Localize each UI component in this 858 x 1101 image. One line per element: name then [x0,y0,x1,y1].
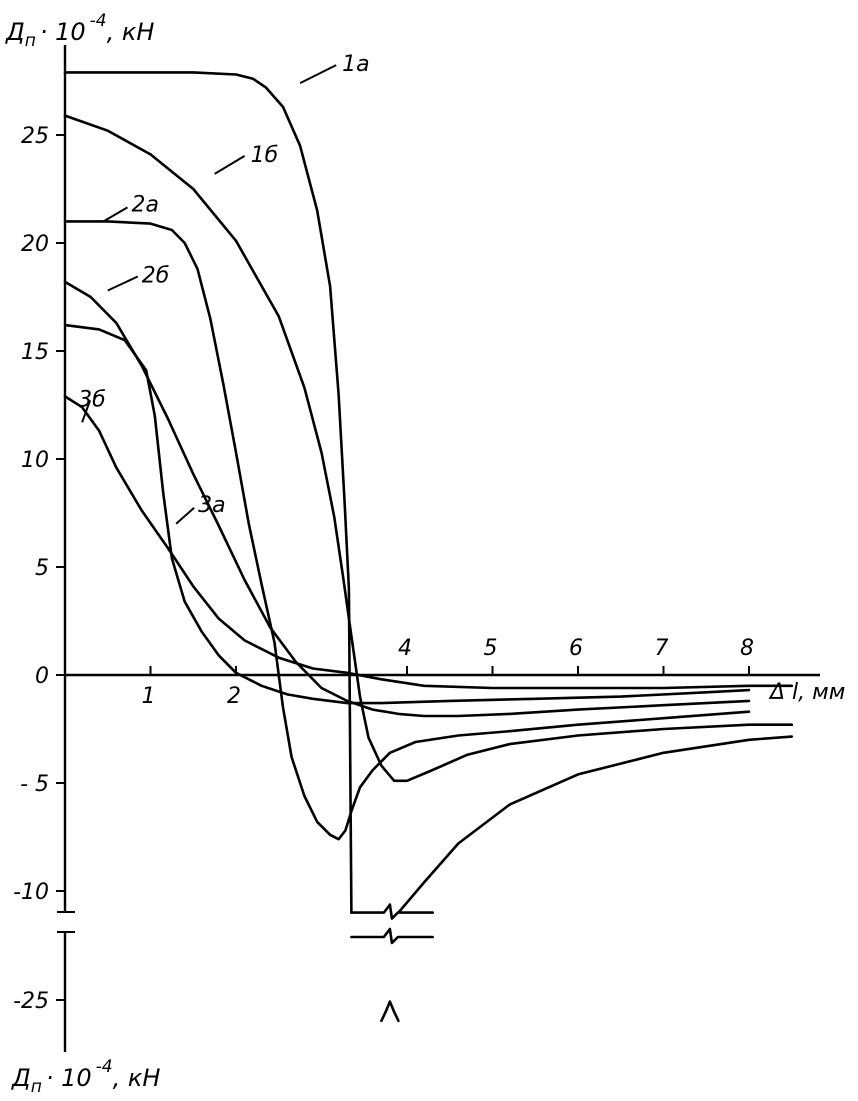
x-tick-label: 5 [484,636,498,661]
label-1а: 1а [342,52,369,77]
curve-1а-spike [380,1000,400,1023]
y-axis-label: Дп · 10 -4, кН [5,11,154,51]
curve-1а-tail [397,735,794,914]
y-tick-label: 25 [21,124,49,149]
curve-1б [63,114,794,783]
leader-2б [107,275,139,292]
y-tick-label: 15 [21,340,49,365]
curves [63,71,794,1023]
leader-3б [81,399,92,423]
x-axis-label: Δ l, мм [768,680,845,705]
label-2б: 2б [142,264,170,289]
y-tick-label: 0 [35,664,49,689]
curve-1а [63,71,353,914]
series-labels: 1а 1б 2а 2б 3а 3б [78,52,370,525]
x-tick-label: 2 [227,684,241,709]
x-tick-label: 1 [142,684,156,709]
leader-2а [102,206,128,223]
y-tick-label: 5 [35,556,49,581]
curve-2а [63,220,751,841]
curve-3б [63,395,794,690]
leader-3а [175,507,195,525]
x-tick-label: 8 [740,636,754,661]
label-1б: 1б [251,143,279,168]
y-tick-label: - 5 [20,772,49,797]
y-tick-label: 20 [21,232,49,257]
x-tick-label: 7 [655,636,669,661]
y-tick-label: -25 [13,989,49,1014]
curve-3а [63,323,751,705]
ticks: 1 2 4 5 6 7 8 25 20 15 10 5 0 - 5 -10 -25 [13,124,754,1014]
label-3б: 3б [78,387,106,412]
y-tick-label: 10 [21,448,49,473]
y-tick-label: -10 [13,880,49,905]
break-mark-upper [350,903,434,920]
x-tick-label: 6 [569,636,583,661]
leader-1б [214,155,246,175]
leader-1а [299,64,337,85]
break-mark-lower [350,927,434,945]
label-3а: 3а [198,493,225,518]
y-axis-label-bottom: Дп · 10 -4, кН [11,1057,160,1097]
label-2а: 2а [131,192,158,217]
x-tick-label: 4 [398,636,412,661]
